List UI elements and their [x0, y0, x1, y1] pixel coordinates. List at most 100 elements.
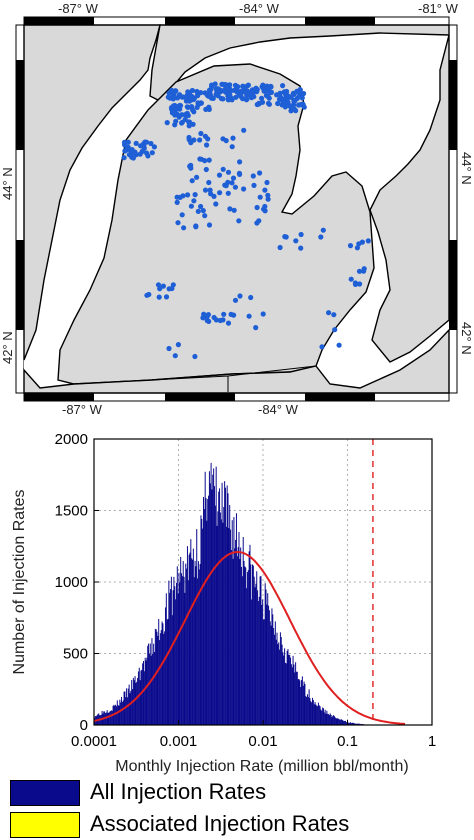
well-point: [192, 353, 198, 360]
histogram-bar: [262, 599, 264, 725]
histogram-bar: [205, 498, 207, 725]
well-point: [213, 317, 219, 323]
histogram-bar: [152, 653, 154, 725]
histogram-bars: [94, 462, 365, 725]
well-point: [175, 104, 181, 110]
well-point: [237, 171, 243, 177]
well-point: [202, 187, 209, 193]
well-point: [235, 84, 241, 90]
x-tick-label: 0.001: [160, 733, 198, 750]
histogram-bar: [275, 639, 277, 725]
well-point: [236, 218, 242, 224]
histogram-bar: [194, 560, 196, 725]
histogram-bar: [160, 630, 162, 725]
histogram-bar: [299, 680, 301, 725]
well-point: [200, 315, 206, 321]
histogram-bar: [243, 560, 245, 725]
histogram-bar: [317, 702, 319, 725]
histogram-bar: [321, 710, 323, 725]
michigan-map: -87° W -84° W -81° W -87° W -84° W 44° N…: [0, 1, 474, 417]
histogram-bar: [154, 628, 156, 725]
histogram-bar: [155, 629, 157, 725]
histogram-bar: [278, 642, 280, 725]
histogram-bar: [351, 722, 353, 725]
well-point: [332, 327, 338, 333]
well-point: [213, 201, 219, 207]
histogram-bar: [271, 608, 273, 725]
histogram-bar: [307, 696, 309, 725]
well-point: [298, 245, 304, 251]
well-point: [156, 294, 162, 300]
well-point: [261, 88, 267, 94]
histogram-bar: [193, 577, 195, 725]
histogram-bar: [221, 482, 223, 725]
histogram-bar: [279, 632, 281, 725]
histogram-bar: [197, 578, 199, 725]
histogram-bar: [295, 662, 297, 725]
well-point: [194, 174, 200, 180]
well-point: [229, 180, 235, 186]
well-point: [282, 104, 288, 110]
well-point: [238, 88, 244, 94]
histogram-bar: [218, 491, 220, 725]
histogram-bar: [322, 707, 324, 725]
histogram-bar: [230, 549, 232, 725]
histogram-bar: [136, 681, 138, 725]
histogram-bar: [199, 564, 201, 725]
histogram-bar: [287, 649, 289, 725]
histogram-bar: [240, 547, 242, 725]
histogram-bar: [314, 702, 316, 725]
histogram-bar: [260, 576, 262, 725]
well-point: [299, 95, 305, 101]
well-point: [246, 313, 252, 319]
well-point: [122, 148, 128, 154]
well-point: [191, 109, 197, 115]
x-axis-ticks: 0.0001 0.001 0.01 0.1 1: [71, 720, 436, 750]
well-point: [260, 82, 266, 88]
histogram-bar: [328, 715, 330, 725]
well-point: [357, 281, 363, 287]
well-point: [175, 342, 181, 348]
well-point: [284, 88, 290, 95]
histogram-bar: [110, 711, 112, 725]
histogram-bar: [130, 690, 132, 725]
histogram-bar: [328, 714, 330, 725]
histogram-bar: [172, 590, 174, 725]
histogram-bar: [339, 719, 341, 725]
histogram-bar: [308, 689, 310, 725]
histogram-bar: [333, 716, 335, 725]
well-point: [277, 244, 283, 251]
lon-label-top-2: -84° W: [239, 1, 280, 16]
histogram-bar: [264, 583, 266, 725]
well-point: [225, 190, 231, 196]
histogram-bar: [293, 664, 295, 725]
injection-rate-histogram: 0 500 1000 1500 2000 0.0001 0.001 0.01 0.1 1 Num…: [11, 431, 436, 775]
histogram-bar: [297, 679, 299, 725]
histogram-bar: [356, 723, 358, 725]
histogram-bar: [238, 532, 240, 725]
histogram-bar: [309, 698, 311, 725]
well-point: [166, 345, 172, 352]
histogram-bar: [192, 548, 194, 725]
histogram-bar: [181, 573, 183, 725]
well-point: [254, 204, 260, 211]
land-east: [369, 34, 450, 363]
y-tick-label: 1500: [55, 503, 88, 520]
histogram-bar: [294, 672, 296, 725]
histogram-bar: [306, 697, 308, 725]
histogram-bar: [269, 621, 271, 725]
well-point: [257, 194, 263, 200]
well-point: [198, 203, 204, 210]
histogram-bar: [195, 566, 197, 725]
histogram-bar: [322, 708, 324, 725]
histogram-bar: [263, 619, 264, 725]
well-point: [227, 206, 233, 212]
well-point: [232, 184, 238, 190]
map-frame-bottom: [23, 392, 450, 402]
well-point: [160, 283, 166, 289]
histogram-bar: [164, 607, 166, 725]
histogram-bar: [159, 633, 161, 725]
histogram-bar: [211, 489, 213, 725]
well-point: [318, 234, 324, 240]
well-point: [230, 175, 237, 181]
